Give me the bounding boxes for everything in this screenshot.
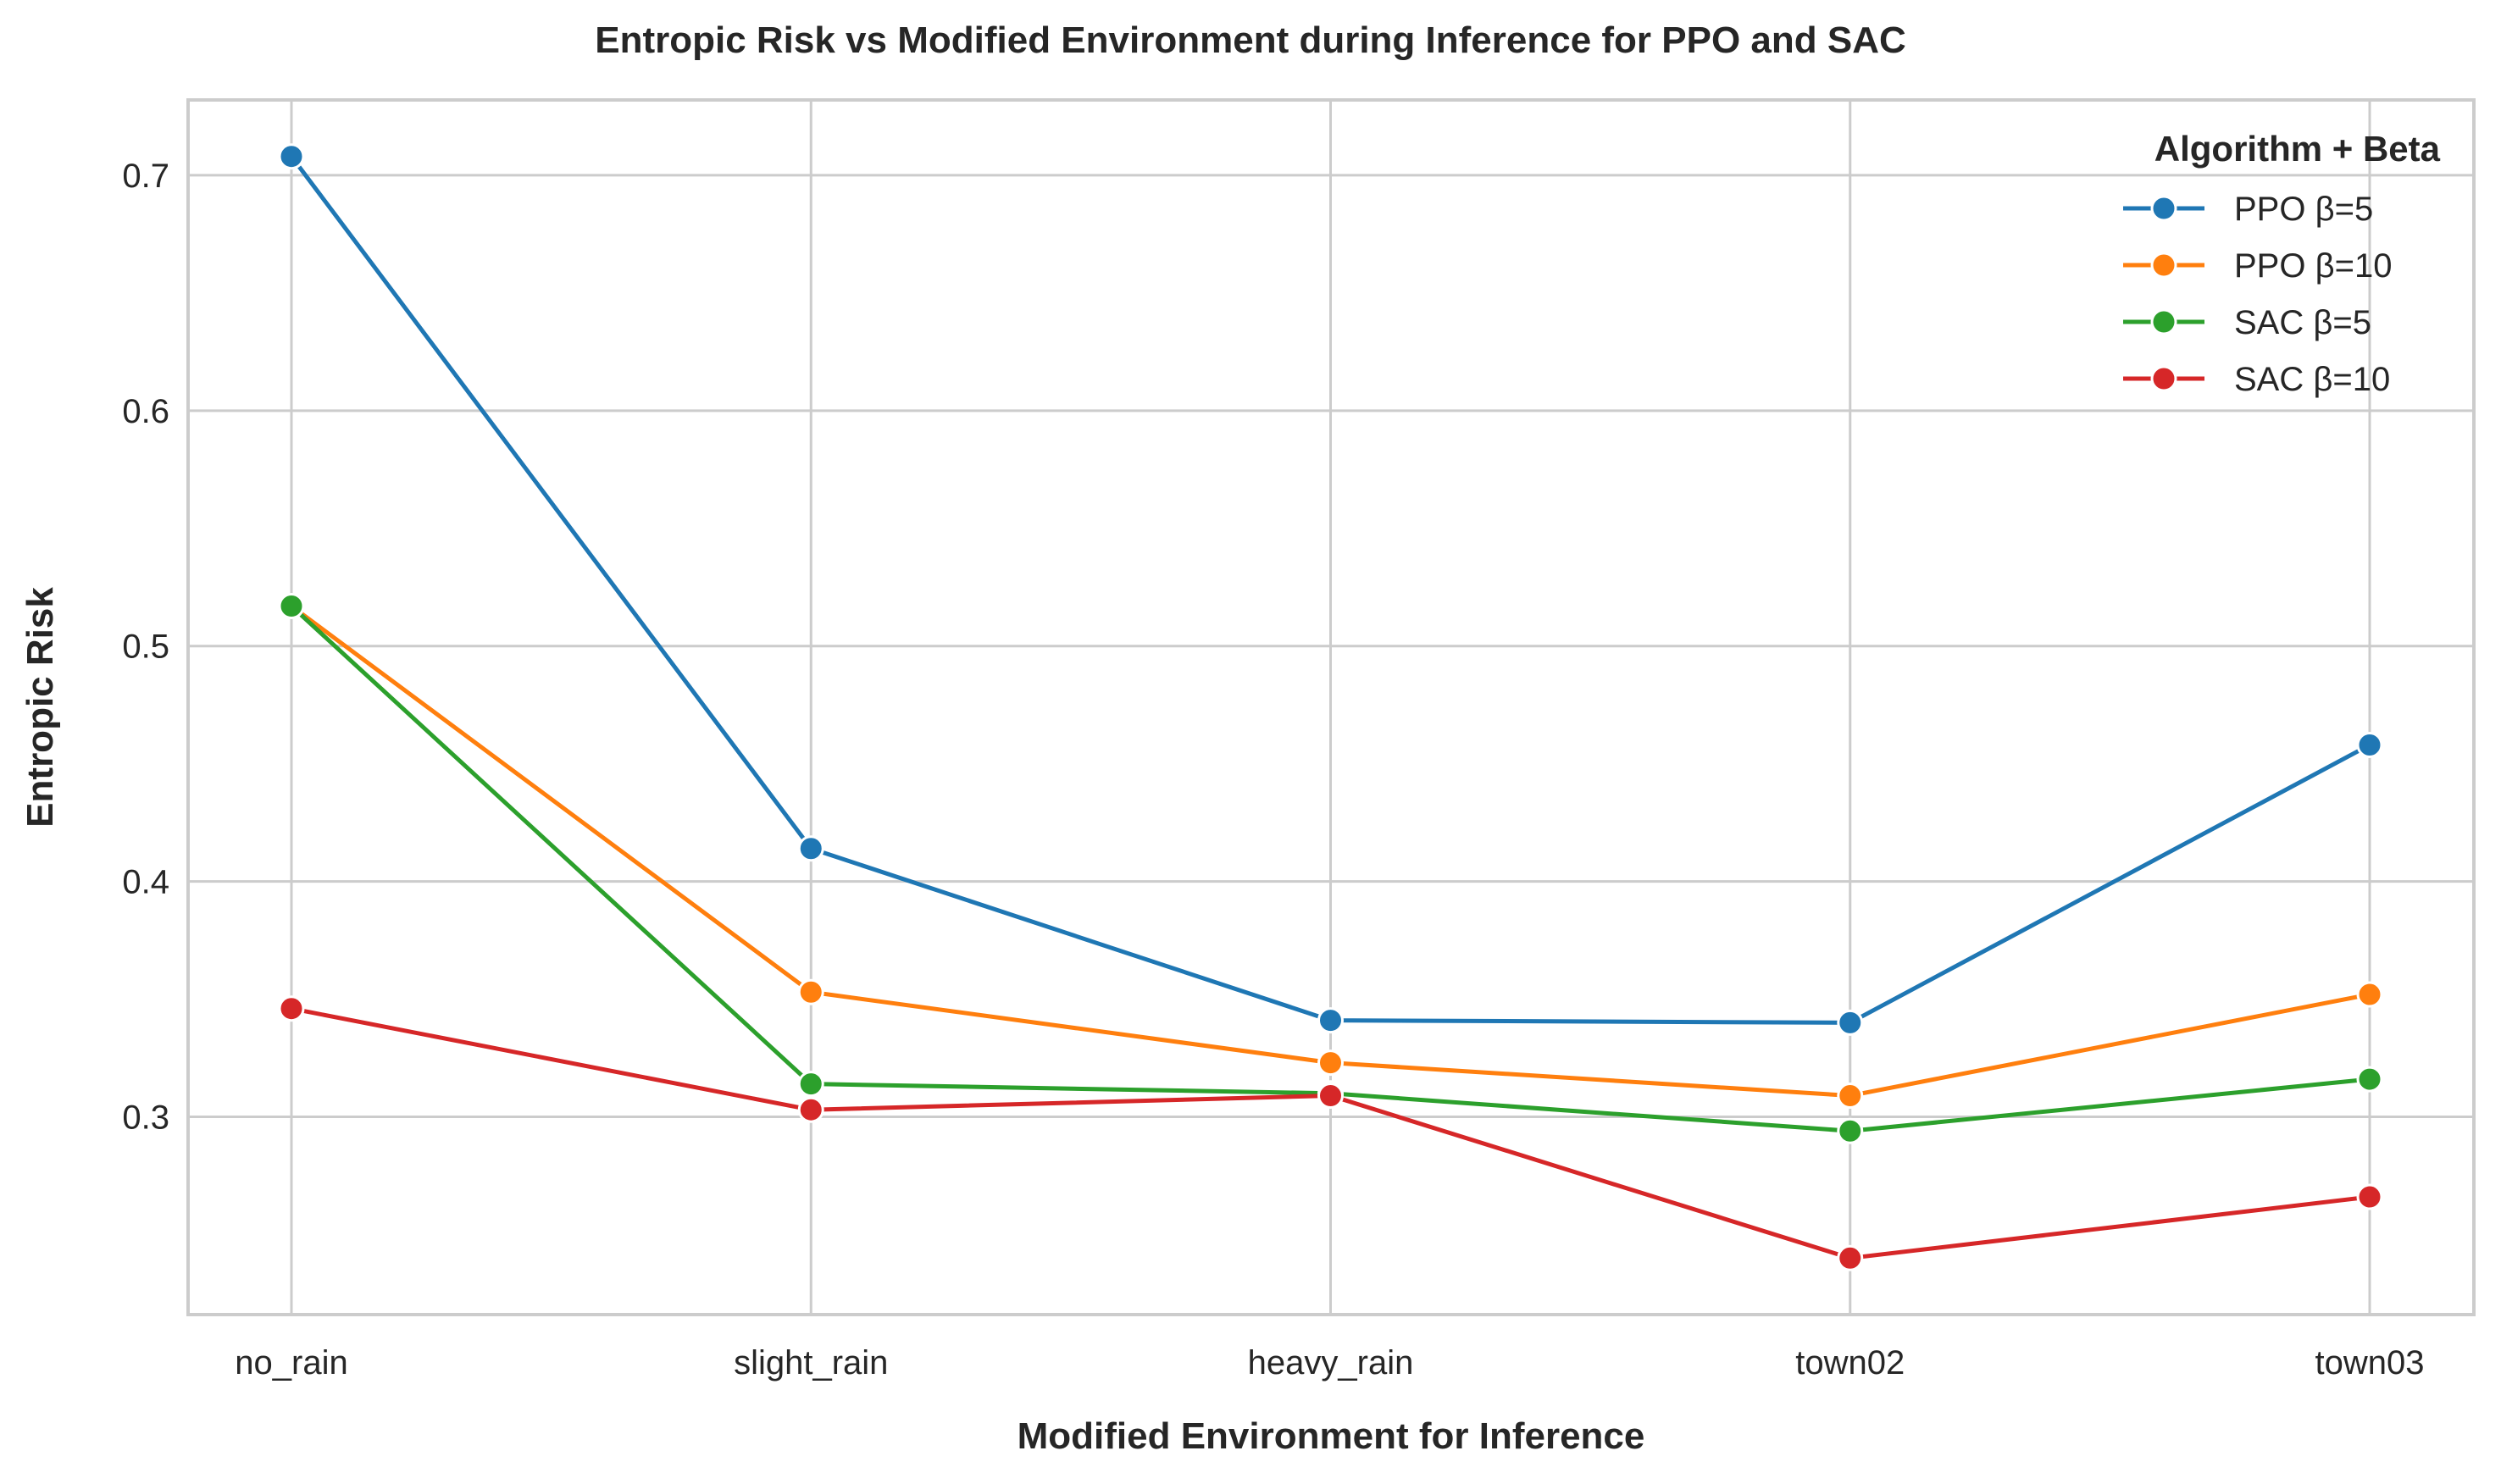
data-point [278,593,305,619]
legend-item: PPO β=10 [2123,247,2392,285]
legend-marker [2150,195,2177,222]
legend-item: SAC β=10 [2123,361,2390,398]
y-tick-label: 0.5 [122,628,169,666]
x-tick-label: town03 [2315,1344,2425,1382]
data-point [1837,1244,1864,1271]
legend-label: PPO β=5 [2234,191,2373,228]
plot-frame [186,98,2476,1316]
data-point [2356,981,2383,1008]
x-tick-label: no_rain [235,1344,347,1382]
legend-label: PPO β=10 [2234,247,2392,285]
x-tick-label: heavy_rain [1248,1344,1414,1382]
data-point [278,995,305,1022]
legend-items: PPO β=5 PPO β=10 SAC β=5 SAC β=10 [2123,191,2392,398]
data-point [797,978,824,1005]
y-tick-label: 0.4 [122,864,169,901]
legend-title: Algorithm + Beta [2154,129,2441,169]
x-tick-label: slight_rain [734,1344,888,1382]
data-point [278,143,305,170]
legend-item: PPO β=5 [2123,191,2373,228]
legend-marker [2150,308,2177,335]
y-tick-label: 0.7 [122,158,169,195]
y-tick-label: 0.6 [122,393,169,430]
data-point [1317,1049,1344,1077]
data-point [2356,1066,2383,1093]
data-point [2356,1183,2383,1210]
x-tick-label: town02 [1795,1344,1905,1382]
chart-title: Entropic Risk vs Modified Environment du… [595,19,1906,61]
series-0 [278,143,2383,1036]
y-axis-label: Entropic Risk [19,587,61,828]
grid [188,100,2474,1315]
legend-item: SAC β=5 [2123,304,2371,341]
data-point [1837,1117,1864,1144]
data-point [1317,1007,1344,1034]
data-point [797,1071,824,1098]
series-3 [278,995,2383,1271]
tick-labels: no_rain slight_rain heavy_rain town02 town03… [122,158,2424,1382]
data-point [1837,1083,1864,1110]
x-axis-label: Modified Environment for Inference [1018,1415,1645,1457]
legend-marker [2150,365,2177,392]
data-point [1317,1083,1344,1110]
y-tick-label: 0.3 [122,1099,169,1137]
series-layer [278,143,2383,1271]
data-point [797,1096,824,1123]
data-point [1837,1009,1864,1036]
legend-label: SAC β=10 [2234,361,2390,398]
legend-label: SAC β=5 [2234,304,2371,341]
data-point [797,835,824,862]
data-point [2356,731,2383,758]
legend-marker [2150,252,2177,279]
legend: Algorithm + Beta PPO β=5 PPO β=10 SAC β=5 S… [2123,129,2441,398]
